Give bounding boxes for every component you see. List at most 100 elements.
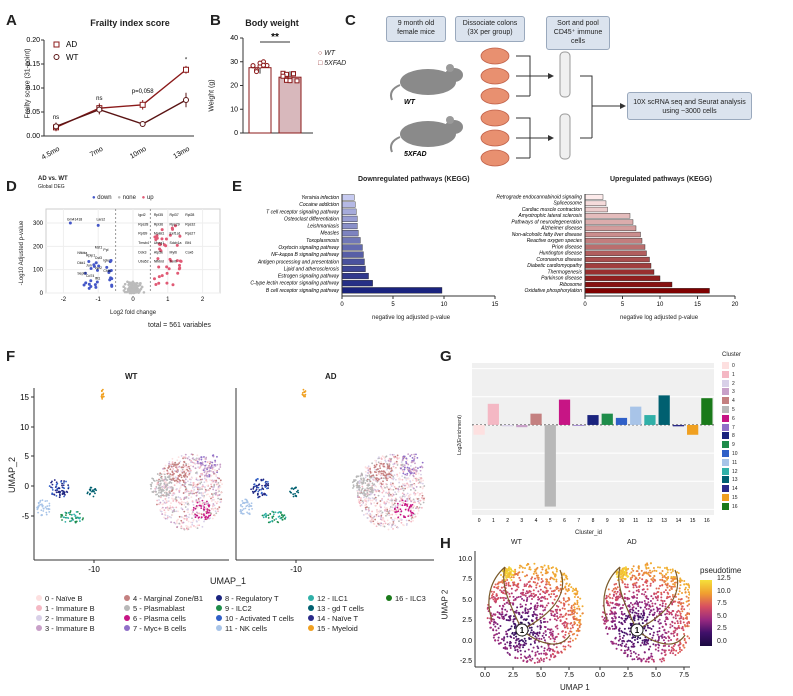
f-cell: [292, 495, 295, 498]
f-cell: [174, 498, 177, 500]
h-cell: [517, 582, 520, 585]
h-cell: [561, 630, 564, 633]
f-cell: [378, 483, 381, 485]
h-cell: [669, 623, 672, 626]
f-legend-item: 7 - Myc+ B cells: [124, 624, 203, 634]
h-cell: [632, 565, 635, 568]
h-cell: [571, 590, 574, 593]
panel-b-title: Body weight: [245, 18, 299, 28]
f-cell: [365, 500, 367, 502]
h-cell: [536, 661, 539, 664]
f-cell: [241, 509, 244, 512]
d-point-up: [176, 271, 180, 275]
f-cell: [396, 457, 399, 460]
f-cell: [172, 492, 175, 494]
h-cell: [550, 614, 553, 617]
f-cell: [170, 465, 173, 468]
f-cell: [186, 503, 189, 506]
h-cell: [573, 632, 576, 635]
h-cell: [502, 599, 505, 602]
f-cell: [59, 490, 61, 493]
h-cell: [668, 595, 671, 598]
h-cell: [644, 602, 647, 605]
f-cell: [61, 514, 63, 517]
f-cell: [169, 463, 172, 466]
f-cell: [412, 474, 415, 477]
h-cell: [524, 567, 527, 570]
f-cell: [209, 514, 212, 517]
h-cell: [664, 613, 667, 616]
f-cell: [396, 464, 399, 466]
h-cell: [630, 641, 633, 644]
e-up-label: Retrograde endocannabinoid signaling: [496, 194, 582, 200]
h-cell: [522, 640, 525, 643]
h-cell: [509, 635, 512, 638]
h-cell: [551, 601, 554, 604]
h-cell: [609, 601, 612, 604]
e-down-label: T cell receptor signaling pathway: [266, 209, 339, 215]
h-cell: [644, 629, 647, 632]
f-cell: [199, 504, 202, 507]
f-cell: [242, 512, 245, 515]
f-cell: [193, 488, 196, 491]
f-cell: [176, 525, 179, 528]
h-cell: [514, 632, 517, 635]
h-cell: [555, 635, 558, 638]
f-cell: [354, 479, 357, 482]
f-cell: [357, 475, 360, 478]
h-cell: [611, 620, 614, 623]
f-cell: [36, 508, 39, 510]
f-cell: [190, 526, 192, 529]
h-cell: [563, 648, 566, 651]
f-legend-label: 12 - ILC1: [317, 594, 348, 603]
h-cell: [661, 584, 664, 587]
f-cell: [194, 467, 197, 470]
h-cell: [529, 590, 532, 593]
e-up-bar: [584, 194, 604, 200]
arrowheads: [548, 73, 626, 141]
f-cell: [67, 486, 70, 489]
h-cell: [571, 624, 574, 627]
b-point: [257, 60, 263, 66]
f-cell: [362, 480, 365, 483]
pseudotime-tick-label: 5.0: [717, 612, 727, 620]
h-cell: [620, 629, 623, 632]
f-cell: [91, 490, 93, 493]
h-cell: [560, 601, 563, 604]
h-cell: [660, 596, 663, 599]
f-cell: [163, 516, 166, 519]
h-cell: [670, 638, 673, 641]
f-cell: [385, 514, 387, 517]
f-cell: [200, 458, 203, 461]
h-cell: [666, 616, 669, 619]
h-cell: [619, 607, 622, 610]
f-cell: [378, 478, 380, 481]
e-up-bar: [584, 263, 652, 269]
f-cell: [405, 477, 407, 479]
h-cell: [678, 648, 681, 651]
f-cell: [383, 485, 385, 488]
f-cell: [56, 482, 59, 485]
h-cell: [520, 616, 523, 619]
f-cell: [63, 480, 65, 482]
f-cell: [415, 453, 417, 456]
f-cell: [162, 473, 165, 475]
d-gene-label: Tmsb4: [138, 241, 149, 245]
f-legend-label: 8 - Regulatory T: [225, 594, 279, 603]
h-cell: [686, 583, 689, 586]
f-cell: [378, 473, 381, 475]
d-gene-label: Ddx3: [138, 250, 146, 254]
h-cell: [561, 607, 564, 610]
h-cell: [536, 633, 539, 636]
h-cell: [646, 563, 649, 566]
h-cell: [676, 611, 679, 614]
f-cell: [392, 503, 395, 506]
f-cell: [173, 480, 176, 482]
h-cell: [665, 566, 668, 569]
g-legend-swatch: [722, 476, 729, 484]
f-cell: [358, 482, 361, 485]
f-cell: [194, 472, 197, 474]
d-point-none: [123, 282, 127, 286]
h-cell: [614, 636, 617, 639]
f-cell: [394, 517, 396, 520]
